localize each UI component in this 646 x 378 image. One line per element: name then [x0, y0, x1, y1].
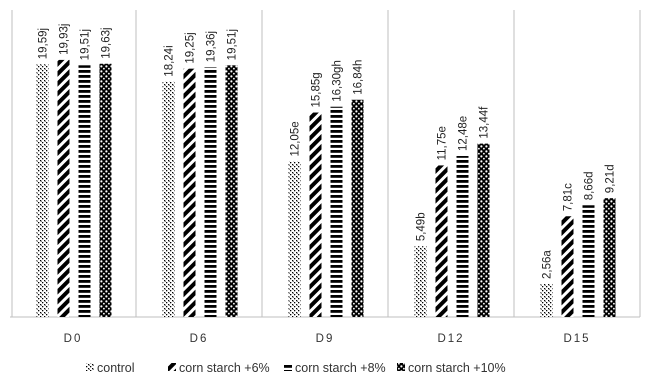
bar-corn-starch-10-d0 — [99, 63, 112, 318]
bars-layer — [36, 59, 616, 318]
bar-corn-starch-8-d15 — [582, 205, 595, 317]
value-label-control-d15: 2,56a — [542, 250, 554, 279]
legend-label-corn-starch-10: corn starch +10% — [408, 361, 506, 375]
value-label-control-d6: 18,24i — [164, 45, 176, 76]
value-label-corn-starch-8-d6: 19,36j — [206, 31, 218, 62]
legend-swatch-control — [86, 363, 94, 371]
value-label-corn-starch-8-d12: 12,48e — [458, 116, 470, 151]
bar-corn-starch-6-d9 — [309, 112, 322, 317]
value-label-control-d0: 19,59j — [38, 28, 50, 59]
legend-label-control: control — [97, 361, 135, 375]
bar-corn-starch-8-d9 — [330, 106, 343, 317]
bar-control-d9 — [288, 161, 301, 317]
value-label-corn-starch-10-d9: 16,84h — [353, 60, 365, 95]
bar-corn-starch-6-d6 — [183, 68, 196, 317]
bar-corn-starch-10-d6 — [225, 65, 238, 317]
x-tick-label-d15: D15 — [563, 333, 590, 345]
legend: control corn starch +6% corn starch +8% cor… — [86, 361, 506, 375]
value-label-control-d9: 12,05e — [290, 121, 302, 156]
legend-swatch-corn-starch-6 — [168, 363, 176, 371]
value-label-corn-starch-10-d15: 9,21d — [605, 164, 617, 193]
group-separators — [10, 10, 641, 318]
legend-label-corn-starch-8: corn starch +8% — [295, 361, 386, 375]
bar-control-d12 — [414, 246, 427, 317]
value-label-corn-starch-8-d9: 16,30gh — [332, 60, 344, 102]
value-label-corn-starch-10-d6: 19,51j — [227, 29, 239, 60]
value-label-corn-starch-10-d12: 13,44f — [479, 106, 491, 139]
value-label-corn-starch-6-d0: 19,93j — [59, 24, 71, 55]
value-labels-layer: 19,59j 19,93j 19,51j 19,63j 18,24i 19,25j 19,3… — [38, 24, 617, 279]
x-tick-label-d6: D6 — [190, 333, 209, 345]
value-label-corn-starch-6-d12: 11,75e — [437, 126, 449, 160]
x-tick-label-d0: D0 — [64, 333, 83, 345]
bar-corn-starch-6-d0 — [57, 59, 70, 317]
bar-corn-starch-8-d12 — [456, 156, 469, 317]
bar-corn-starch-6-d15 — [561, 216, 574, 317]
legend-swatch-corn-starch-8 — [284, 363, 292, 371]
x-tick-label-d9: D9 — [316, 333, 335, 345]
value-label-corn-starch-8-d15: 8,66d — [584, 172, 596, 201]
bar-control-d15 — [540, 283, 553, 317]
bar-corn-starch-8-d6 — [204, 67, 217, 317]
bar-corn-starch-8-d0 — [78, 65, 91, 317]
x-tick-label-d12: D12 — [437, 333, 464, 345]
value-label-corn-starch-8-d0: 19,51j — [80, 29, 92, 60]
bar-corn-starch-10-d12 — [477, 143, 490, 317]
value-label-corn-starch-6-d15: 7,81c — [563, 183, 575, 211]
legend-label-corn-starch-6: corn starch +6% — [179, 361, 270, 375]
bar-control-d0 — [36, 64, 49, 317]
bar-corn-starch-10-d9 — [351, 99, 364, 317]
value-label-corn-starch-6-d6: 19,25j — [185, 32, 197, 63]
legend-swatch-corn-starch-10 — [397, 363, 405, 371]
bar-corn-starch-10-d15 — [603, 198, 616, 317]
bar-corn-starch-6-d12 — [435, 165, 448, 317]
value-label-control-d12: 5,49b — [416, 212, 428, 241]
category-ticks-layer: D0 D6 D9 D12 D15 — [64, 333, 590, 345]
value-label-corn-starch-10-d0: 19,63j — [101, 27, 113, 58]
bar-control-d6 — [162, 81, 175, 317]
value-label-corn-starch-6-d9: 15,85g — [311, 72, 323, 107]
